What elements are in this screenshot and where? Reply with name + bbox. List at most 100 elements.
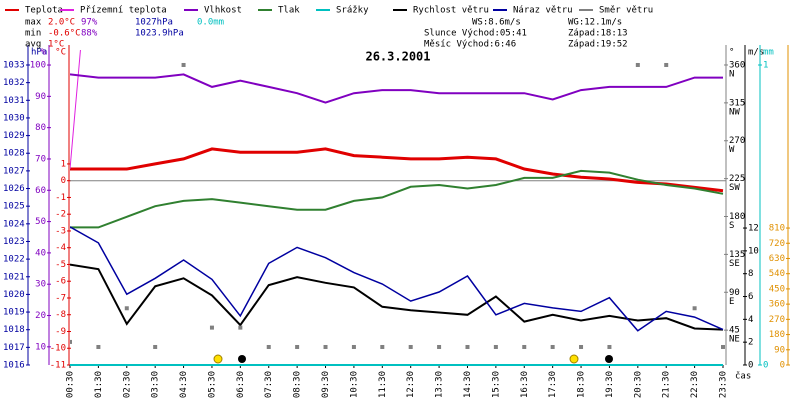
series-line bbox=[70, 73, 723, 104]
wind-direction-marker bbox=[437, 344, 442, 349]
plot bbox=[70, 50, 725, 366]
chart-title: 26.3.2001 bbox=[365, 50, 430, 64]
wind-direction-marker bbox=[635, 62, 640, 67]
wind-direction-marker bbox=[181, 62, 186, 67]
tick-label: 180 bbox=[729, 212, 745, 222]
stat: -0.6°C bbox=[48, 29, 81, 39]
tick-label: 12 bbox=[748, 224, 759, 234]
stat: 2.0°C bbox=[48, 18, 75, 28]
wind-direction-marker bbox=[579, 344, 584, 349]
x-tick-label: 11:30 bbox=[378, 371, 388, 398]
x-tick-label: 03:30 bbox=[151, 371, 161, 398]
legend-label: Tlak bbox=[278, 6, 300, 16]
x-tick-label: 02:30 bbox=[122, 371, 132, 398]
tick-label: 0 bbox=[748, 361, 753, 371]
tick-label: -8 bbox=[55, 310, 66, 320]
info: Měsíc Východ:6:46 bbox=[424, 40, 516, 50]
x-tick-label: 18:30 bbox=[577, 371, 587, 398]
tick-label: 80 bbox=[35, 123, 46, 133]
tick-label: 1019 bbox=[3, 308, 25, 318]
tick-label: 2 bbox=[748, 338, 753, 348]
x-tick-label: 20:30 bbox=[633, 371, 643, 398]
stat: 97% bbox=[81, 18, 98, 28]
series-line bbox=[70, 226, 724, 332]
tick-label: -1 bbox=[55, 193, 66, 203]
moon-icon bbox=[238, 355, 246, 363]
tick-label: 0 bbox=[61, 176, 66, 186]
tick-label: 90 bbox=[729, 288, 740, 298]
sun-icon bbox=[569, 354, 579, 364]
info: Západ:19:52 bbox=[568, 40, 628, 50]
stat: max bbox=[25, 18, 42, 28]
axis-title: hPa bbox=[31, 48, 47, 58]
stat: 1027hPa bbox=[135, 18, 173, 28]
info: Západ:18:13 bbox=[568, 29, 628, 39]
x-tick-label: 10:30 bbox=[349, 371, 359, 398]
tick-label: 90 bbox=[774, 345, 785, 355]
wind-direction-marker bbox=[465, 344, 470, 349]
tick-label: 540 bbox=[769, 269, 785, 279]
series-line bbox=[70, 263, 724, 331]
x-tick-label: 16:30 bbox=[520, 371, 530, 398]
tick-label: -10 bbox=[50, 344, 66, 354]
tick-label: 630 bbox=[769, 254, 785, 264]
tick-label: 1032 bbox=[3, 78, 25, 88]
x-tick-label: 22:30 bbox=[690, 371, 700, 398]
tick-label: SW bbox=[729, 183, 740, 193]
tick-label: -11 bbox=[50, 361, 66, 371]
tick-label: 100 bbox=[30, 61, 46, 71]
wind-direction-marker bbox=[323, 344, 328, 349]
tick-label: -9 bbox=[55, 327, 66, 337]
legend-label: Vlhkost bbox=[204, 6, 242, 16]
tick-label: NW bbox=[729, 107, 740, 117]
wind-direction-marker bbox=[408, 344, 413, 349]
stat: 1023.9hPa bbox=[135, 29, 184, 39]
tick-label: 1028 bbox=[3, 149, 25, 159]
tick-label: SE bbox=[729, 259, 740, 269]
series-line bbox=[70, 50, 81, 170]
tick-label: -3 bbox=[55, 226, 66, 236]
tick-label: 1033 bbox=[3, 61, 25, 71]
tick-label: 0 bbox=[780, 361, 785, 371]
axis-title: % bbox=[41, 48, 47, 58]
tick-label: 270 bbox=[729, 136, 745, 146]
tick-label: 90 bbox=[35, 92, 46, 102]
tick-label: 60 bbox=[35, 186, 46, 196]
legend-label: Přízemní teplota bbox=[80, 6, 167, 16]
tick-label: 1029 bbox=[3, 131, 25, 141]
wind-direction-marker bbox=[380, 344, 385, 349]
series-line bbox=[70, 169, 724, 229]
legend-label: Teplota bbox=[25, 6, 63, 16]
x-tick-label: 19:30 bbox=[605, 371, 615, 398]
tick-label: 360 bbox=[729, 60, 745, 70]
axis-title: mm bbox=[763, 48, 774, 58]
axis-title: ° bbox=[729, 48, 734, 58]
wind-direction-marker bbox=[70, 339, 72, 344]
legend-label: Směr větru bbox=[599, 6, 653, 16]
x-tick-label: 07:30 bbox=[264, 371, 274, 398]
legend-label: Rychlost větru bbox=[413, 6, 489, 16]
tick-label: 1022 bbox=[3, 255, 25, 265]
x-tick-label: 21:30 bbox=[662, 371, 672, 398]
tick-label: 1021 bbox=[3, 272, 25, 282]
wind-direction-marker bbox=[209, 325, 214, 330]
x-tick-label: 13:30 bbox=[435, 371, 445, 398]
x-tick-label: 06:30 bbox=[236, 371, 246, 398]
tick-label: N bbox=[729, 69, 734, 79]
info: WS:8.6m/s bbox=[472, 18, 521, 28]
tick-label: 8 bbox=[748, 269, 753, 279]
x-tick-label: 05:30 bbox=[207, 371, 217, 398]
tick-label: NE bbox=[729, 335, 740, 345]
legend-label: Srážky bbox=[336, 6, 369, 16]
stat: min bbox=[25, 29, 41, 39]
tick-label: 810 bbox=[769, 224, 785, 234]
wind-direction-marker bbox=[295, 344, 300, 349]
tick-label: 1 bbox=[763, 61, 768, 71]
moon-icon bbox=[605, 355, 613, 363]
tick-label: 135 bbox=[729, 250, 745, 260]
tick-label: 30 bbox=[35, 280, 46, 290]
wind-direction-marker bbox=[96, 344, 101, 349]
x-tick-label: 04:30 bbox=[179, 371, 189, 398]
x-tick-label: 15:30 bbox=[491, 371, 501, 398]
tick-label: W bbox=[729, 145, 735, 155]
